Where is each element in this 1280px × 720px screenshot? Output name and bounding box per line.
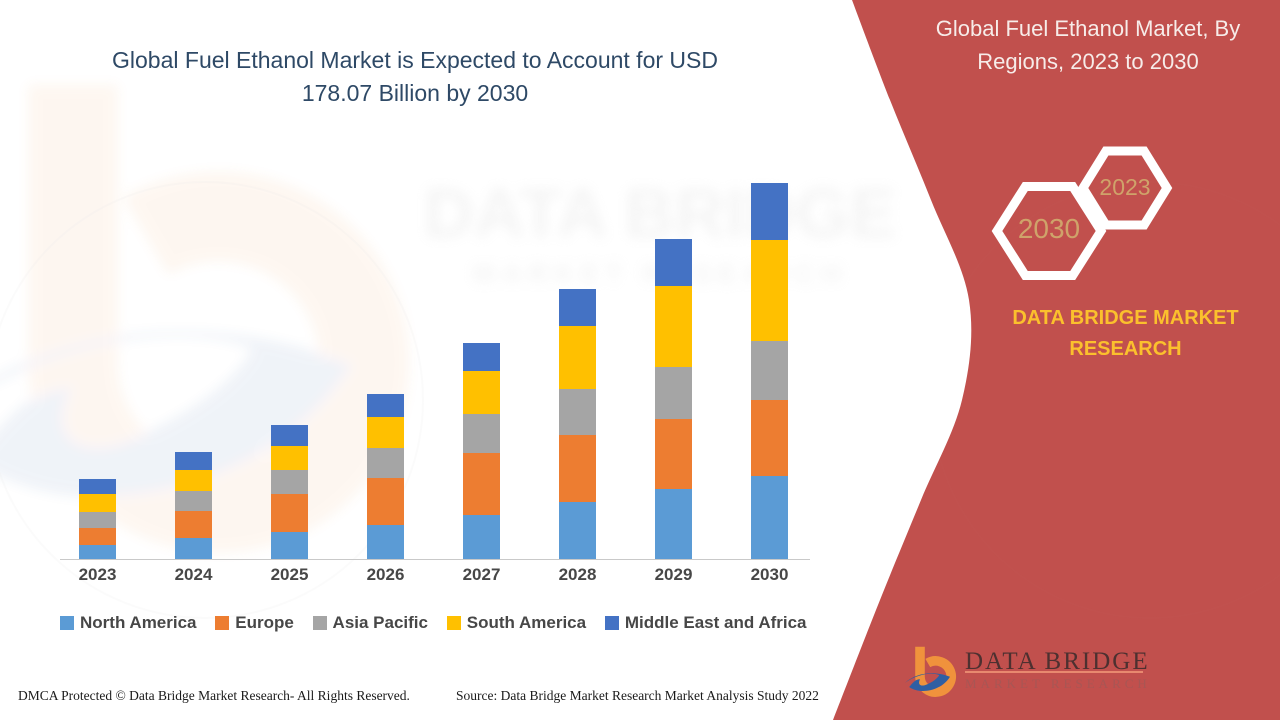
svg-text:2023: 2023 — [1099, 174, 1150, 200]
svg-text:2030: 2030 — [1018, 213, 1080, 244]
